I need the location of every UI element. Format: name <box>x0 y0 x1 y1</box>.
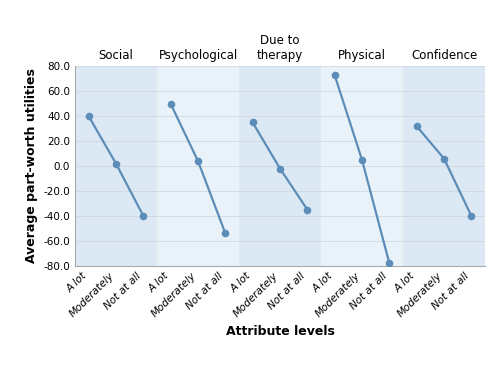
Point <box>386 260 394 266</box>
Point <box>222 230 230 236</box>
Point <box>166 101 174 107</box>
Text: Confidence: Confidence <box>411 49 477 62</box>
Text: Social: Social <box>98 49 134 62</box>
Bar <box>157 66 239 266</box>
Point <box>468 213 475 219</box>
Bar <box>75 66 157 266</box>
Point <box>440 156 448 162</box>
Bar <box>321 66 403 266</box>
Point <box>358 157 366 163</box>
Point <box>112 161 120 166</box>
Point <box>304 207 312 213</box>
Point <box>140 213 147 219</box>
Point <box>330 72 338 78</box>
Point <box>412 123 420 129</box>
Text: Physical: Physical <box>338 49 386 62</box>
Point <box>276 166 284 172</box>
X-axis label: Attribute levels: Attribute levels <box>226 324 334 338</box>
Point <box>194 158 202 164</box>
Bar <box>239 66 321 266</box>
Text: Due to
therapy: Due to therapy <box>257 34 303 62</box>
Bar <box>403 66 485 266</box>
Point <box>248 120 256 125</box>
Point <box>84 113 92 119</box>
Y-axis label: Average part-worth utilities: Average part-worth utilities <box>25 69 38 263</box>
Text: Psychological: Psychological <box>158 49 238 62</box>
